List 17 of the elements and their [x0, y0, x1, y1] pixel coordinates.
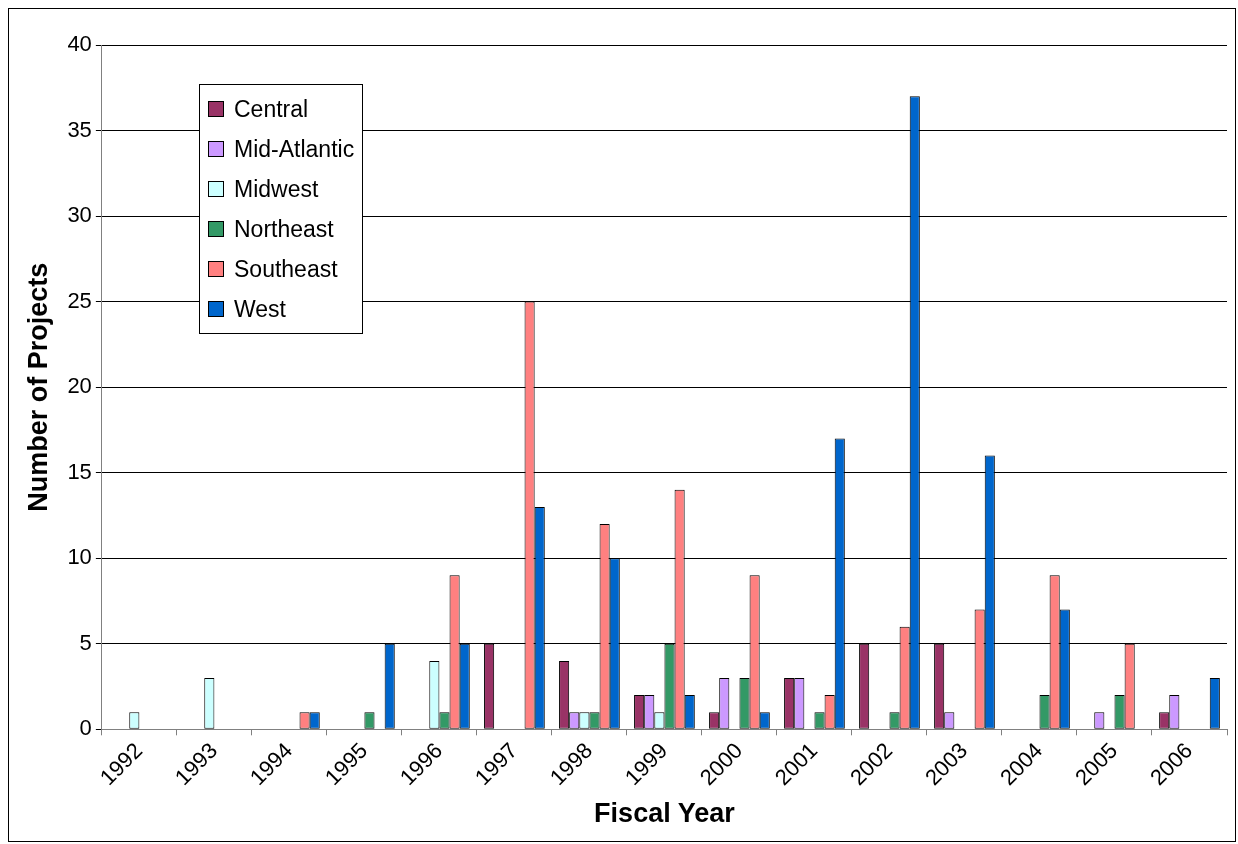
y-tick-label: 25: [67, 287, 92, 313]
x-axis-title: Fiscal Year: [594, 798, 736, 829]
y-tick-label: 20: [67, 373, 92, 399]
legend-label: Southeast: [234, 255, 338, 283]
y-tick-label: 5: [79, 629, 92, 655]
legend-label: Mid-Atlantic: [234, 135, 355, 163]
y-tick-label: 15: [67, 458, 92, 484]
y-tick-label: 30: [67, 202, 92, 228]
y-axis-title: Number of Projects: [22, 262, 53, 512]
y-tick-label: 35: [67, 116, 92, 142]
legend-label: West: [234, 295, 286, 323]
legend-label: Midwest: [234, 175, 319, 203]
legend-label: Northeast: [234, 215, 334, 243]
legend-label: Central: [234, 95, 309, 123]
y-tick-label: 10: [67, 544, 92, 570]
y-tick-label: 0: [79, 715, 92, 741]
y-tick-label: 40: [67, 31, 92, 57]
